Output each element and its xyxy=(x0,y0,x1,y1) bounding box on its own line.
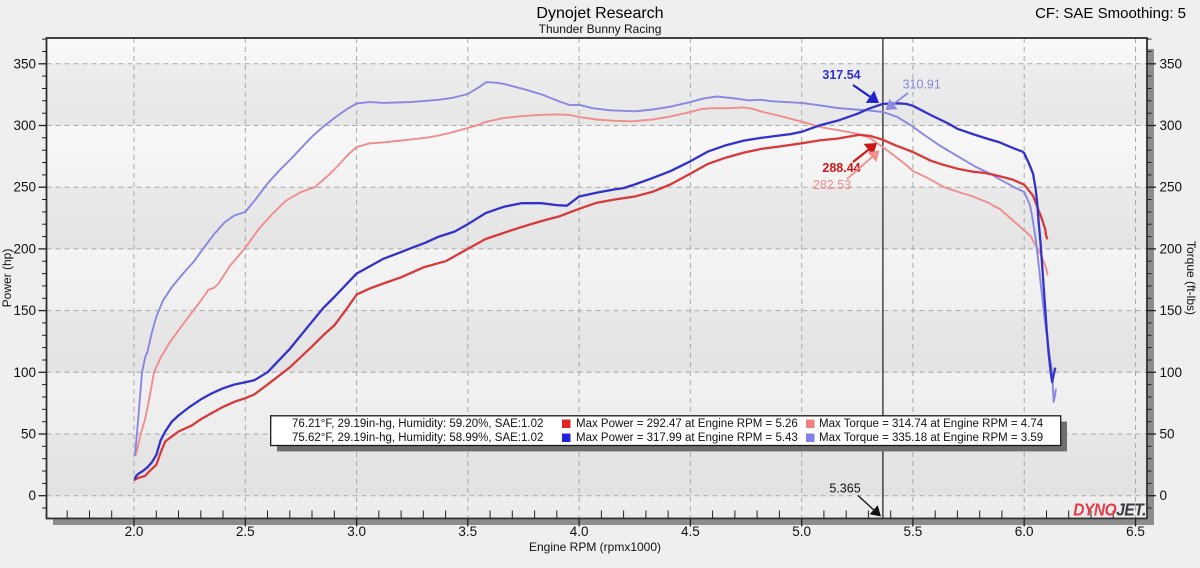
svg-text:50: 50 xyxy=(1160,427,1175,442)
svg-text:2.0: 2.0 xyxy=(125,524,144,539)
svg-text:282.53: 282.53 xyxy=(813,178,851,192)
svg-text:50: 50 xyxy=(21,427,36,442)
svg-text:6.0: 6.0 xyxy=(1015,524,1034,539)
svg-text:250: 250 xyxy=(1160,180,1183,195)
svg-text:288.44: 288.44 xyxy=(822,161,860,175)
svg-text:Engine RPM (rpmx1000): Engine RPM (rpmx1000) xyxy=(529,540,661,554)
svg-text:5.5: 5.5 xyxy=(904,524,923,539)
svg-text:4.0: 4.0 xyxy=(570,524,589,539)
svg-text:Max Torque = 314.74 at Engine: Max Torque = 314.74 at Engine RPM = 4.74 xyxy=(819,418,1044,430)
svg-text:Torque (ft-lbs): Torque (ft-lbs) xyxy=(1184,241,1198,315)
svg-text:0: 0 xyxy=(1160,488,1168,503)
svg-text:4.5: 4.5 xyxy=(681,524,700,539)
svg-text:CF: SAE Smoothing: 5: CF: SAE Smoothing: 5 xyxy=(1035,5,1186,22)
svg-text:300: 300 xyxy=(1160,118,1183,133)
svg-text:75.62°F, 29.19in-hg, Humidity:: 75.62°F, 29.19in-hg, Humidity: 58.99%, S… xyxy=(292,432,543,444)
svg-text:3.5: 3.5 xyxy=(458,524,477,539)
svg-text:150: 150 xyxy=(13,303,36,318)
svg-text:76.21°F, 29.19in-hg, Humidity:: 76.21°F, 29.19in-hg, Humidity: 59.20%, S… xyxy=(292,418,543,430)
svg-text:6.5: 6.5 xyxy=(1126,524,1145,539)
svg-text:Max Power = 317.99 at Engine R: Max Power = 317.99 at Engine RPM = 5.43 xyxy=(576,432,798,444)
svg-text:0: 0 xyxy=(28,488,36,503)
svg-text:3.0: 3.0 xyxy=(347,524,366,539)
svg-text:250: 250 xyxy=(13,180,36,195)
svg-text:350: 350 xyxy=(13,56,36,71)
svg-text:300: 300 xyxy=(13,118,36,133)
svg-text:200: 200 xyxy=(13,241,36,256)
svg-text:Max Torque = 335.18 at Engine: Max Torque = 335.18 at Engine RPM = 3.59 xyxy=(819,432,1043,444)
svg-text:2.5: 2.5 xyxy=(236,524,255,539)
svg-text:Max Power = 292.47 at Engine R: Max Power = 292.47 at Engine RPM = 5.26 xyxy=(576,418,798,430)
svg-text:350: 350 xyxy=(1160,56,1183,71)
svg-text:Dynojet Research: Dynojet Research xyxy=(536,5,663,22)
svg-text:Power (hp): Power (hp) xyxy=(0,249,14,308)
svg-text:DYNOJET.: DYNOJET. xyxy=(1073,499,1146,519)
svg-text:Thunder Bunny Racing: Thunder Bunny Racing xyxy=(539,22,662,36)
svg-text:5.0: 5.0 xyxy=(792,524,811,539)
svg-text:200: 200 xyxy=(1160,241,1183,256)
svg-text:317.54: 317.54 xyxy=(822,68,860,82)
svg-text:100: 100 xyxy=(13,365,36,380)
svg-text:310.91: 310.91 xyxy=(903,78,941,92)
svg-text:5.365: 5.365 xyxy=(829,482,860,496)
svg-text:100: 100 xyxy=(1160,365,1183,380)
svg-text:150: 150 xyxy=(1160,303,1183,318)
